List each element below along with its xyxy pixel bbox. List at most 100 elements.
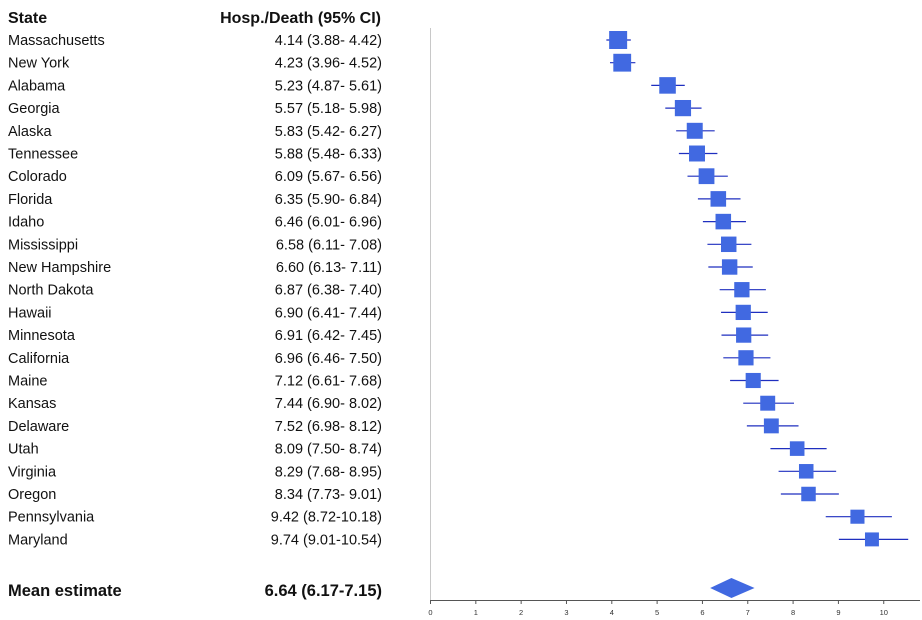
estimate-marker [745,372,761,389]
estimate-ci-label: 7.52 (6.98- 8.12) [275,419,382,435]
forest-row: Idaho 6.46 (6.01- 6.96) [8,213,746,231]
estimate-column-header: Hosp./Death (95% CI) [220,10,381,27]
state-label: Kansas [8,396,56,412]
x-tick-label: 7 [746,608,750,617]
estimate-marker [734,282,750,298]
x-tick-label: 4 [610,608,614,617]
estimate-marker [689,145,705,162]
estimate-marker [798,464,814,479]
estimate-marker [686,122,703,139]
estimate-ci-label: 5.57 (5.18- 5.98) [275,101,382,117]
forest-row: Georgia 5.57 (5.18- 5.98) [8,99,702,117]
state-label: Idaho [8,215,44,231]
estimate-marker [736,327,752,343]
state-label: New Hampshire [8,260,111,276]
x-tick-label: 10 [880,608,888,617]
estimate-ci-label: 9.74 (9.01-10.54) [271,532,382,548]
state-label: North Dakota [8,283,94,299]
state-label: Hawaii [8,305,52,321]
estimate-ci-label: 7.12 (6.61- 7.68) [275,374,382,390]
estimate-marker [721,236,737,253]
mean-estimate-diamond [710,578,755,598]
state-label: Florida [8,192,53,208]
state-label: Utah [8,442,39,458]
estimate-ci-label: 6.87 (6.38- 7.40) [275,283,382,299]
forest-row: California 6.96 (6.46- 7.50) [8,350,771,367]
state-label: Massachusetts [8,33,105,49]
estimate-ci-label: 4.14 (3.88- 4.42) [275,33,382,49]
state-label: Alaska [8,124,52,140]
forest-row: Florida 6.35 (5.90- 6.84) [8,191,741,208]
x-tick-label: 6 [700,608,704,617]
estimate-ci-label: 6.90 (6.41- 7.44) [275,305,382,321]
estimate-marker [609,31,628,49]
estimate-marker [674,99,692,117]
state-label: Maryland [8,532,68,548]
estimate-ci-label: 4.23 (3.96- 4.52) [275,56,382,72]
forest-row: Alabama 5.23 (4.87- 5.61) [8,77,685,94]
x-tick-label: 1 [474,608,478,617]
estimate-marker [864,532,879,547]
estimate-marker [659,77,676,94]
estimate-ci-label: 6.96 (6.46- 7.50) [275,351,382,367]
forest-row: Massachusetts 4.14 (3.88- 4.42) [8,31,631,49]
estimate-marker [721,259,738,275]
state-label: New York [8,56,70,72]
state-label: Virginia [8,464,57,480]
estimate-marker [789,441,805,456]
forest-row: Alaska 5.83 (5.42- 6.27) [8,122,715,140]
forest-row: New York 4.23 (3.96- 4.52) [8,53,636,72]
rows-layer: Massachusetts 4.14 (3.88- 4.42) New York 4.… [8,31,909,548]
estimate-marker [710,191,727,207]
forest-row: Virginia 8.29 (7.68- 8.95) [8,464,837,480]
forest-row: Delaware 7.52 (6.98- 8.12) [8,418,799,435]
estimate-ci-label: 6.09 (5.67- 6.56) [275,169,382,185]
estimate-marker [850,509,865,524]
mean-estimate-label: Mean estimate [8,582,122,600]
forest-row: Mississippi 6.58 (6.11- 7.08) [8,236,752,253]
estimate-ci-label: 6.46 (6.01- 6.96) [275,215,382,231]
forest-row: New Hampshire 6.60 (6.13- 7.11) [8,259,753,276]
estimate-marker [801,486,816,502]
forest-row: Maine 7.12 (6.61- 7.68) [8,372,779,390]
x-tick-label: 2 [519,608,523,617]
state-column-header: State [8,10,47,27]
forest-row: Minnesota 6.91 (6.42- 7.45) [8,327,769,344]
x-tick-label: 8 [791,608,795,617]
estimate-ci-label: 8.29 (7.68- 8.95) [275,464,382,480]
estimate-marker [698,168,715,185]
estimate-marker [735,304,751,321]
x-tick-label: 9 [836,608,840,617]
estimate-ci-label: 8.34 (7.73- 9.01) [275,487,382,503]
state-label: Minnesota [8,328,76,344]
state-label: Delaware [8,419,69,435]
estimate-ci-label: 6.91 (6.42- 7.45) [275,328,382,344]
state-label: Alabama [8,78,66,94]
forest-row: Hawaii 6.90 (6.41- 7.44) [8,304,768,321]
forest-row: Kansas 7.44 (6.90- 8.02) [8,395,794,412]
estimate-marker [760,395,776,411]
estimate-ci-label: 5.83 (5.42- 6.27) [275,124,382,140]
forest-row: Maryland 9.74 (9.01-10.54) [8,532,909,548]
forest-row: Tennessee 5.88 (5.48- 6.33) [8,145,718,163]
state-label: Oregon [8,487,56,503]
estimate-marker [763,418,779,434]
state-label: Pennsylvania [8,510,95,526]
estimate-ci-label: 7.44 (6.90- 8.02) [275,396,382,412]
estimate-ci-label: 6.35 (5.90- 6.84) [275,192,382,208]
estimate-ci-label: 5.23 (4.87- 5.61) [275,78,382,94]
x-axis-ticks: 0 1 2 3 4 5 6 7 8 9 10 [428,600,888,617]
estimate-marker [613,53,632,72]
state-label: Tennessee [8,147,78,163]
estimate-ci-label: 6.58 (6.11- 7.08) [276,237,382,253]
forest-row: Oregon 8.34 (7.73- 9.01) [8,486,839,503]
estimate-marker [738,350,754,366]
estimate-ci-label: 6.60 (6.13- 7.11) [276,260,382,276]
forest-row: Utah 8.09 (7.50- 8.74) [8,441,827,458]
estimate-ci-label: 9.42 (8.72-10.18) [271,510,382,526]
x-tick-label: 5 [655,608,659,617]
state-label: Maine [8,374,48,390]
x-tick-label: 3 [564,608,568,617]
x-tick-label: 0 [428,608,432,617]
